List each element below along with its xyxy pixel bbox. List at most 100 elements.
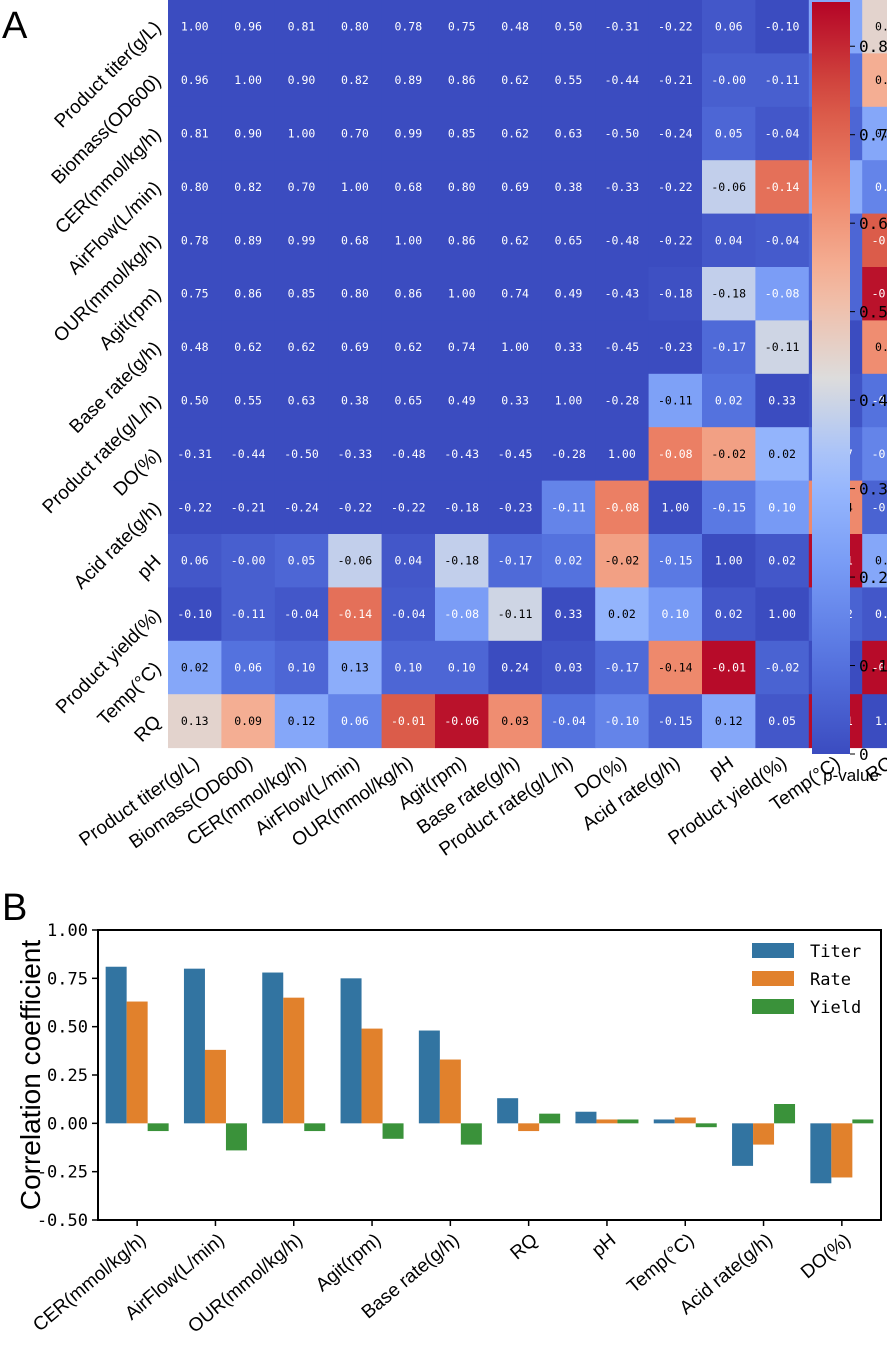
heatmap-cell-value: 1.00 (234, 73, 262, 87)
heatmap-cell-value: -0.45 (605, 340, 640, 354)
heatmap-cell (862, 53, 887, 108)
heatmap-cell (595, 53, 650, 108)
heatmap-cell-value: -0.11 (765, 340, 800, 354)
heatmap-cell (381, 694, 436, 749)
bar-rate-4 (439, 1059, 461, 1124)
heatmap-cell (488, 320, 543, 375)
heatmap-cell-value: -0.08 (765, 287, 800, 301)
heatmap-x-tick-label: pH (706, 752, 738, 783)
heatmap-cell-value: 0.86 (448, 233, 476, 247)
heatmap-cell (381, 587, 436, 642)
heatmap-cell-value: 0.02 (768, 554, 796, 568)
heatmap-cell (862, 320, 887, 375)
legend-swatch-yield (752, 999, 794, 1014)
heatmap-cell (541, 160, 596, 215)
heatmap-cell (595, 320, 650, 375)
heatmap-cell (435, 53, 489, 108)
heatmap-cell-value: -0.22 (177, 500, 212, 514)
heatmap-cell-value: -0.08 (605, 500, 640, 514)
heatmap-cell-value: 0.49 (448, 394, 476, 408)
heatmap-cell-value: 0.65 (394, 394, 422, 408)
heatmap-cell (702, 587, 756, 642)
bar-rate-5 (518, 1123, 540, 1132)
heatmap-cell (381, 267, 436, 321)
heatmap-cell-value: -0.15 (658, 554, 693, 568)
heatmap-cell (648, 267, 703, 321)
heatmap-cell-value: -0.11 (551, 500, 586, 514)
y-tick-label: 0.00 (47, 1114, 88, 1134)
heatmap-cell-value: -0.10 (605, 714, 640, 728)
heatmap-cell (381, 534, 436, 588)
heatmap-cell-value: -0.31 (605, 20, 640, 34)
bar-titer-3 (340, 978, 362, 1124)
heatmap-cell (435, 160, 489, 215)
bar-titer-8 (732, 1123, 754, 1166)
heatmap-cell (435, 694, 489, 749)
heatmap-cell (488, 694, 543, 749)
bar-rate-0 (126, 1001, 148, 1124)
heatmap-cell (221, 534, 276, 588)
heatmap-cell (488, 534, 543, 588)
heatmap-cell (488, 213, 543, 268)
heatmap-cell (541, 213, 596, 268)
heatmap-cell (328, 427, 383, 482)
heatmap-cell-value: -0.02 (711, 447, 746, 461)
y-axis-label: Correlation coefficient (15, 940, 46, 1211)
heatmap-cell (274, 0, 329, 54)
heatmap-cell-value: -0.15 (711, 500, 746, 514)
heatmap-cell-value: 0.33 (501, 394, 529, 408)
heatmap-cell-value: -0.43 (605, 287, 640, 301)
heatmap-cell-value: 0.69 (501, 180, 529, 194)
heatmap-cell-value: 0.33 (555, 340, 583, 354)
heatmap-cell (274, 106, 329, 161)
heatmap-cell (648, 213, 703, 268)
heatmap-cell (862, 534, 887, 588)
heatmap-cell-value: 0.12 (875, 127, 887, 141)
heatmap-cell-value: 1.00 (768, 607, 796, 621)
bar-yield-2 (304, 1123, 326, 1132)
heatmap-cell (274, 160, 329, 215)
heatmap-cell (435, 106, 489, 161)
heatmap-cell-value: 1.00 (555, 394, 583, 408)
colorbar-tick-label: 0.5 (859, 303, 887, 322)
heatmap-cell-value: 0.90 (234, 127, 262, 141)
x-tick-label: RQ (507, 1230, 542, 1264)
heatmap-cell (648, 427, 703, 482)
colorbar-scale (812, 2, 850, 754)
heatmap-cell-value: -0.08 (658, 447, 693, 461)
legend-swatch-titer (752, 943, 794, 958)
heatmap-cell-value: 1.00 (501, 340, 529, 354)
heatmap-cell (328, 160, 383, 215)
heatmap-cell (702, 534, 756, 588)
y-tick-label: 1.00 (47, 921, 88, 941)
heatmap-cell-value: 0.89 (234, 233, 262, 247)
heatmap-cell (381, 213, 436, 268)
bar-rate-1 (204, 1049, 226, 1124)
heatmap-cell-value: 0.78 (394, 20, 422, 34)
heatmap-cell-value: 0.74 (448, 340, 476, 354)
heatmap-cell-value: 0.80 (341, 20, 369, 34)
heatmap-cell-value: -0.21 (231, 500, 266, 514)
heatmap-cell (221, 480, 276, 535)
heatmap-cell (862, 373, 887, 428)
heatmap-cell (274, 480, 329, 535)
heatmap-cell (648, 480, 703, 535)
heatmap-cell-value: -0.24 (284, 500, 319, 514)
heatmap-cell-value: 0.80 (181, 180, 209, 194)
legend-label-yield: Yield (810, 998, 861, 1018)
heatmap-cell-value: 0.50 (181, 394, 209, 408)
heatmap-cell-value: 0.74 (501, 287, 529, 301)
heatmap-cell (702, 427, 756, 482)
colorbar-tick-label: 0.4 (859, 391, 887, 410)
heatmap-cell-value: -0.45 (498, 447, 533, 461)
heatmap-cell (541, 534, 596, 588)
heatmap-cell (541, 267, 596, 321)
heatmap-cell (862, 267, 887, 321)
heatmap-cell (648, 53, 703, 108)
heatmap-cell-value: 0.05 (715, 127, 743, 141)
heatmap-cell-value: 0.10 (661, 607, 689, 621)
heatmap-cell-value: -0.11 (498, 607, 533, 621)
heatmap-cell-value: -0.48 (391, 447, 426, 461)
heatmap-cell (274, 267, 329, 321)
